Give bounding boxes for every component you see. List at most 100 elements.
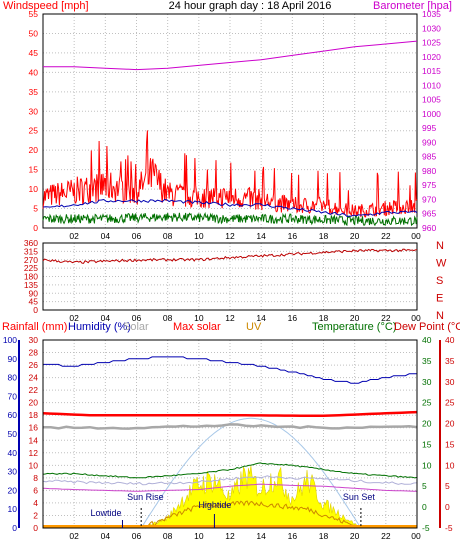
rainfall-y-tick-label: 12 — [29, 448, 39, 458]
direction-x-tick-label: 20 — [350, 313, 360, 323]
humidity-y-tick-label: 0 — [12, 523, 17, 533]
wind-x-tick-label: 12 — [225, 231, 235, 241]
weather-x-tick-label: 04 — [101, 531, 111, 541]
wind-y-tick-label: 25 — [29, 126, 39, 136]
rainfall-y-tick-label: 6 — [33, 485, 38, 495]
weather-x-tick-label: 14 — [256, 531, 266, 541]
humidity-y-tick-label: 20 — [8, 485, 18, 495]
humidity-y-tick-label: 50 — [8, 429, 18, 439]
dewpoint-y-tick-label: 35 — [445, 356, 455, 366]
apparent-temp-series — [42, 475, 418, 486]
rainfall-y-tick-label: 18 — [29, 410, 39, 420]
weather-x-tick-label: 10 — [194, 531, 204, 541]
rainfall-y-tick-label: 30 — [29, 335, 39, 345]
barometer-y-tick-label: 1015 — [422, 66, 441, 76]
solar-radiation-area — [141, 465, 361, 529]
rainfall-y-tick-label: 14 — [29, 435, 39, 445]
rainfall-axis-title: Rainfall (mm) — [2, 321, 67, 333]
barometer-y-tick-label: 1020 — [422, 52, 441, 62]
humidity-y-tick-label: 10 — [8, 504, 18, 514]
direction-y-tick-label: 90 — [29, 288, 39, 298]
wind-y-tick-label: 15 — [29, 165, 39, 175]
barometer-y-tick-label: 1025 — [422, 38, 441, 48]
wind-y-tick-label: 10 — [29, 184, 39, 194]
direction-y-tick-label: 315 — [24, 246, 38, 256]
direction-plot-frame — [42, 242, 418, 311]
humidity-y-tick-label: 60 — [8, 410, 18, 420]
wind-x-tick-label: 02 — [69, 231, 79, 241]
wind-x-tick-label: 16 — [288, 231, 298, 241]
lowtide-label: Lowtide — [90, 508, 121, 518]
hightide-label: Hightide — [198, 500, 231, 510]
humidity-y-tick-label: 30 — [8, 467, 18, 477]
wind-x-tick-label: 08 — [163, 231, 173, 241]
wind-y-tick-label: 55 — [29, 9, 39, 19]
rainfall-y-tick-label: 24 — [29, 373, 39, 383]
temperature-y-tick-label: 15 — [422, 439, 432, 449]
wind-low-series — [42, 211, 418, 227]
direction-y-tick-label: 225 — [24, 263, 38, 273]
dewpoint-y-tick-label: 20 — [445, 419, 455, 429]
wind-x-tick-label: 14 — [256, 231, 266, 241]
barometer-axis-title: Barometer [hpa] — [373, 0, 452, 12]
direction-y-tick-label: 135 — [24, 280, 38, 290]
direction-x-tick-label: 16 — [288, 313, 298, 323]
barometer-y-tick-label: 1035 — [422, 9, 441, 19]
humidity-y-tick-label: 80 — [8, 373, 18, 383]
direction-x-tick-label: 18 — [319, 313, 329, 323]
compass-label: N — [436, 240, 444, 252]
wind-x-tick-label: 00 — [411, 231, 421, 241]
rainfall-y-tick-label: 28 — [29, 348, 39, 358]
direction-y-tick-label: 180 — [24, 272, 38, 282]
chart-title: 24 hour graph day : 18 April 2016 — [169, 0, 332, 12]
solar-axis-title: Solar — [123, 321, 149, 333]
rainfall-y-tick-label: 0 — [33, 523, 38, 533]
windspeed-axis-title: Windspeed [mph] — [3, 0, 89, 12]
direction-y-tick-label: 360 — [24, 238, 38, 248]
dewpoint-axis-title: Dew Point (°C) — [394, 321, 460, 333]
barometer-y-tick-label: 990 — [422, 137, 436, 147]
temperature-y-tick-label: 20 — [422, 419, 432, 429]
compass-label: S — [436, 275, 443, 287]
direction-y-tick-label: 45 — [29, 297, 39, 307]
barometer-y-tick-label: 1010 — [422, 80, 441, 90]
wind-y-tick-label: 20 — [29, 145, 39, 155]
rainfall-y-tick-label: 10 — [29, 460, 39, 470]
humidity-y-tick-label: 40 — [8, 448, 18, 458]
barometer-y-tick-label: 965 — [422, 209, 436, 219]
wind-y-tick-label: 0 — [33, 223, 38, 233]
uv-baseline-band — [43, 525, 417, 528]
barometer-series — [43, 40, 418, 71]
temperature-y-tick-label: 0 — [422, 502, 427, 512]
weather-x-tick-label: 06 — [132, 531, 142, 541]
barometer-y-tick-label: 995 — [422, 123, 436, 133]
barometer-y-tick-label: 1000 — [422, 109, 441, 119]
dewpoint-y-tick-label: 30 — [445, 377, 455, 387]
max-solar-curve — [140, 417, 362, 529]
direction-y-tick-label: 0 — [33, 305, 38, 315]
weather-x-tick-label: 08 — [163, 531, 173, 541]
weather-x-tick-label: 22 — [381, 531, 391, 541]
temperature-y-tick-label: 25 — [422, 398, 432, 408]
weather-x-tick-label: 12 — [225, 531, 235, 541]
direction-x-tick-label: 06 — [132, 313, 142, 323]
weather-plot-frame — [42, 339, 418, 529]
barometer-y-tick-label: 975 — [422, 180, 436, 190]
weather-x-tick-label: 20 — [350, 531, 360, 541]
dewpoint-y-tick-label: 25 — [445, 398, 455, 408]
wind-x-tick-label: 06 — [132, 231, 142, 241]
direction-x-tick-label: 02 — [69, 313, 79, 323]
uv-series — [141, 500, 361, 529]
wind-y-tick-label: 5 — [33, 204, 38, 214]
weather-x-tick-label: 16 — [288, 531, 298, 541]
barometer-y-tick-label: 1030 — [422, 23, 441, 33]
wind-average-series — [42, 198, 418, 217]
sunset-label: Sun Set — [343, 492, 376, 502]
temperature-y-tick-label: -5 — [422, 523, 430, 533]
wind-x-tick-label: 10 — [194, 231, 204, 241]
chart-layer: 0510152025303540455055960965970975980985… — [3, 9, 455, 541]
wind-plot-frame — [42, 13, 418, 229]
rainfall-y-tick-label: 8 — [33, 473, 38, 483]
wind-x-tick-label: 20 — [350, 231, 360, 241]
